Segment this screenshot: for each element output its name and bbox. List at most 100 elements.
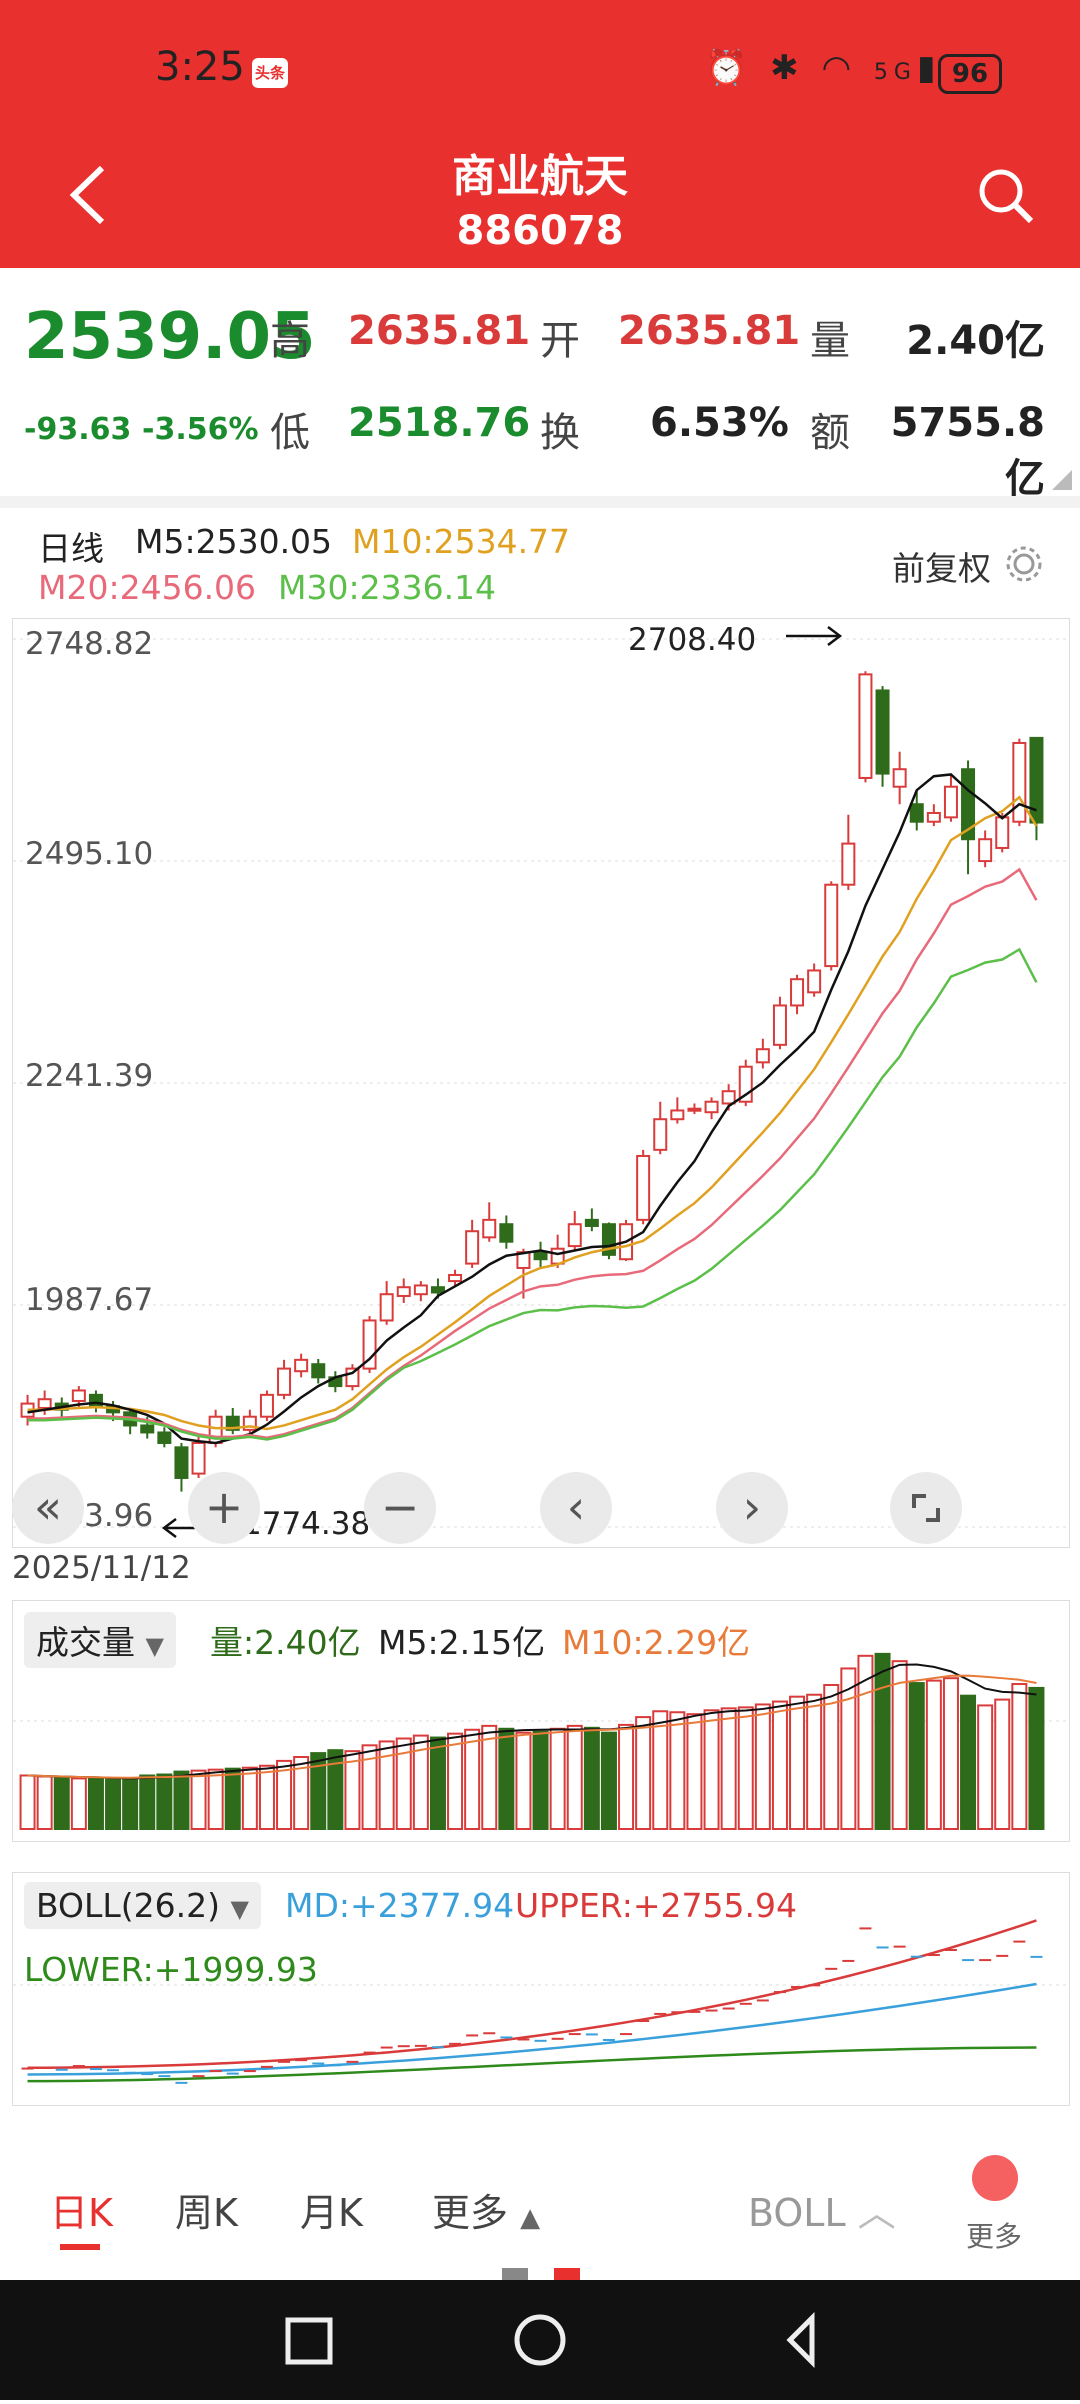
boll-lower: LOWER:+1999.93 — [24, 1950, 318, 1989]
scroll-start-button[interactable]: « — [12, 1472, 84, 1544]
volume-bar — [703, 1709, 720, 1830]
volume-m10-line — [27, 1674, 1037, 1779]
candle-body — [772, 1004, 787, 1046]
volume-bar — [737, 1706, 754, 1830]
candle-body — [157, 1431, 172, 1444]
tab-more-label: 更多 — [432, 2191, 509, 2235]
candle-body — [858, 673, 873, 779]
indicator-dropdown[interactable]: 成交量 ▼ — [24, 1612, 176, 1668]
y-tick-label: 2495.10 — [25, 836, 154, 872]
adjust-toggle[interactable]: 前复权 — [892, 549, 991, 588]
volume-bar — [1028, 1686, 1045, 1831]
tab-more[interactable]: 更多 ▲ — [432, 2182, 540, 2237]
dropdown-label: 成交量 — [36, 1623, 135, 1662]
candle-body — [396, 1286, 411, 1297]
volume-bar — [994, 1698, 1011, 1831]
volume-bar — [925, 1679, 942, 1830]
tab-day[interactable]: 日K — [50, 2191, 113, 2235]
dropdown-label: BOLL(26.2) — [36, 1886, 221, 1925]
expand-corner-icon[interactable] — [1052, 470, 1072, 490]
more-icon[interactable] — [972, 2155, 1018, 2201]
boll-dropdown[interactable]: BOLL(26.2) ▼ — [24, 1882, 261, 1929]
volume-bar — [429, 1736, 446, 1830]
candle-body — [277, 1367, 292, 1396]
volume-bar — [481, 1724, 498, 1830]
zoom-out-button[interactable]: − — [364, 1472, 436, 1544]
indicator-toggle[interactable]: BOLL ︿ — [748, 2182, 896, 2237]
volume-label: 量 — [810, 318, 850, 364]
zoom-in-button[interactable]: + — [188, 1472, 260, 1544]
boll-upper-line — [27, 1919, 1037, 2069]
tab-active-indicator — [60, 2244, 100, 2250]
volume-bar — [857, 1654, 874, 1831]
tab-week[interactable]: 周K — [175, 2191, 238, 2235]
candle-body — [345, 1367, 360, 1388]
kline-chart[interactable] — [12, 618, 1070, 1548]
candle-body — [653, 1118, 668, 1151]
scroll-left-button[interactable]: ‹ — [540, 1472, 612, 1544]
arrow-right-icon — [786, 626, 843, 646]
candle-body — [670, 1109, 685, 1121]
candle-body — [892, 768, 907, 788]
high-value: 2635.81 — [348, 308, 531, 354]
volume-bar — [583, 1726, 600, 1830]
volume-bar — [241, 1766, 258, 1830]
volume-bar — [891, 1660, 908, 1831]
volume-bar — [156, 1773, 173, 1831]
open-value: 2635.81 — [618, 308, 801, 354]
ma30-label: M30:2336.14 — [278, 568, 497, 607]
change-percent: -3.56% — [142, 412, 259, 447]
y-tick-label: 1987.67 — [25, 1282, 154, 1318]
index-code: 886078 — [456, 208, 624, 254]
volume-bar — [412, 1734, 429, 1830]
battery-icon: 96 — [938, 54, 1002, 94]
volume-bar — [139, 1774, 156, 1830]
volume-bar — [190, 1769, 207, 1831]
volume-bar — [977, 1704, 994, 1830]
candle-body — [824, 883, 839, 968]
search-button[interactable] — [975, 165, 1035, 225]
candle-body — [1012, 741, 1027, 823]
ma20-line — [27, 867, 1038, 1439]
caret-down-icon: ▼ — [230, 1895, 249, 1923]
candle-body — [1029, 736, 1044, 824]
candle-body — [259, 1393, 274, 1418]
volume-bar — [310, 1752, 327, 1830]
tab-month[interactable]: 月K — [300, 2191, 363, 2235]
scroll-right-button[interactable]: › — [716, 1472, 788, 1544]
ma30-line — [27, 947, 1038, 1441]
volume-m10: M10:2.29亿 — [562, 1623, 751, 1662]
back-button[interactable] — [60, 160, 120, 230]
volume-bar — [515, 1731, 532, 1830]
candle-body — [909, 803, 924, 823]
ma5-line — [27, 773, 1037, 1445]
candle-body — [978, 838, 993, 863]
gear-icon[interactable] — [1004, 544, 1044, 584]
candle-body — [71, 1389, 86, 1402]
candle-body — [687, 1107, 702, 1112]
candle-body — [311, 1363, 326, 1379]
more-button-label[interactable]: 更多 — [966, 2220, 1023, 2253]
candle-body — [499, 1223, 514, 1243]
nav-buttons — [285, 2311, 815, 2369]
boll-panel[interactable] — [12, 1872, 1070, 2106]
network-label: 5G — [873, 60, 917, 85]
fullscreen-button[interactable] — [890, 1472, 962, 1544]
volume-bar — [258, 1764, 275, 1831]
page-dot — [502, 2268, 528, 2280]
volume-current: 量:2.40亿 — [210, 1623, 361, 1662]
volume-bar — [618, 1723, 635, 1830]
candle-body — [636, 1154, 651, 1221]
candle-body — [379, 1293, 394, 1322]
volume-bar — [464, 1728, 481, 1830]
volume-bar — [566, 1724, 583, 1830]
volume-bar — [498, 1727, 515, 1830]
y-tick-label: 2241.39 — [25, 1058, 154, 1094]
divider — [0, 496, 1080, 508]
volume-value: 2.40亿 — [906, 318, 1045, 364]
toutiao-badge-icon: 头条 — [252, 58, 288, 88]
volume-panel[interactable] — [12, 1600, 1070, 1842]
candle-body — [807, 969, 822, 994]
caret-down-icon: ▼ — [145, 1632, 164, 1660]
boll-lower-line — [27, 2046, 1037, 2083]
